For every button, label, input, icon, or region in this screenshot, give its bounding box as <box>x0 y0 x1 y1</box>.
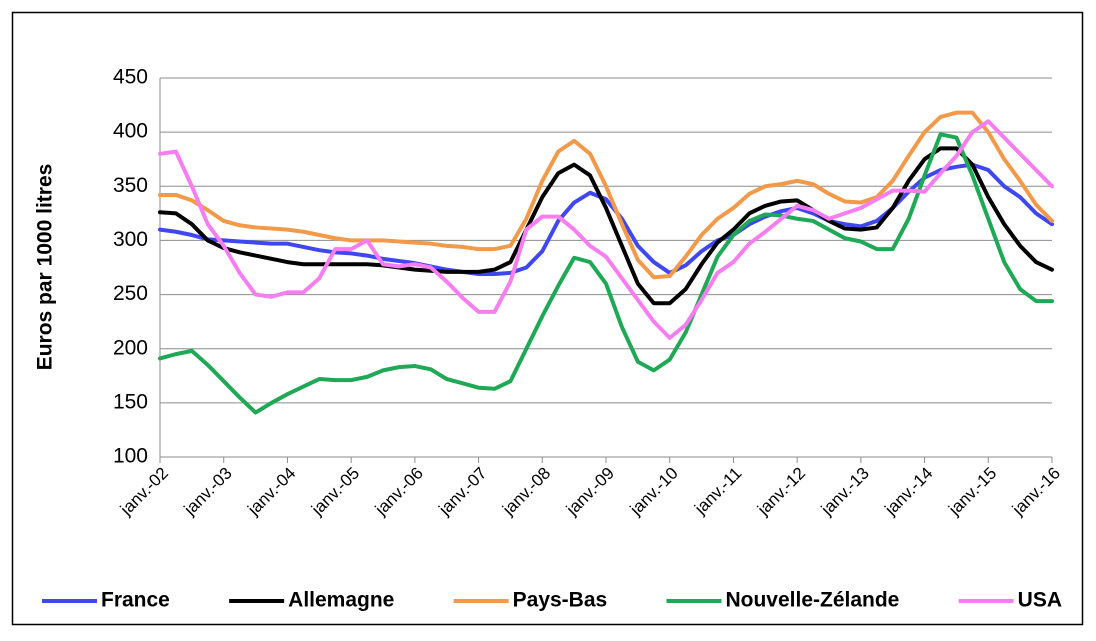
chart-frame <box>11 11 1084 626</box>
y-tick-label: 300 <box>113 228 148 251</box>
legend-label: Allemagne <box>288 589 394 612</box>
series-line <box>158 162 1054 276</box>
series-line <box>158 119 1054 340</box>
series-line <box>158 110 1054 280</box>
y-tick-label: 250 <box>113 282 148 305</box>
y-tick-label: 100 <box>113 445 148 468</box>
legend-label: Nouvelle-Zélande <box>725 589 899 612</box>
y-tick-label: 200 <box>113 336 148 359</box>
series-line <box>158 132 1054 415</box>
y-axis-label: Euros par 1000 litres <box>34 164 57 371</box>
y-tick-label: 150 <box>113 390 148 413</box>
legend-label: USA <box>1018 589 1062 612</box>
legend-label: France <box>101 589 170 612</box>
y-tick-label: 450 <box>113 66 148 89</box>
legend-label: Pays-Bas <box>513 589 608 612</box>
y-tick-label: 350 <box>113 174 148 197</box>
y-tick-label: 400 <box>113 120 148 143</box>
